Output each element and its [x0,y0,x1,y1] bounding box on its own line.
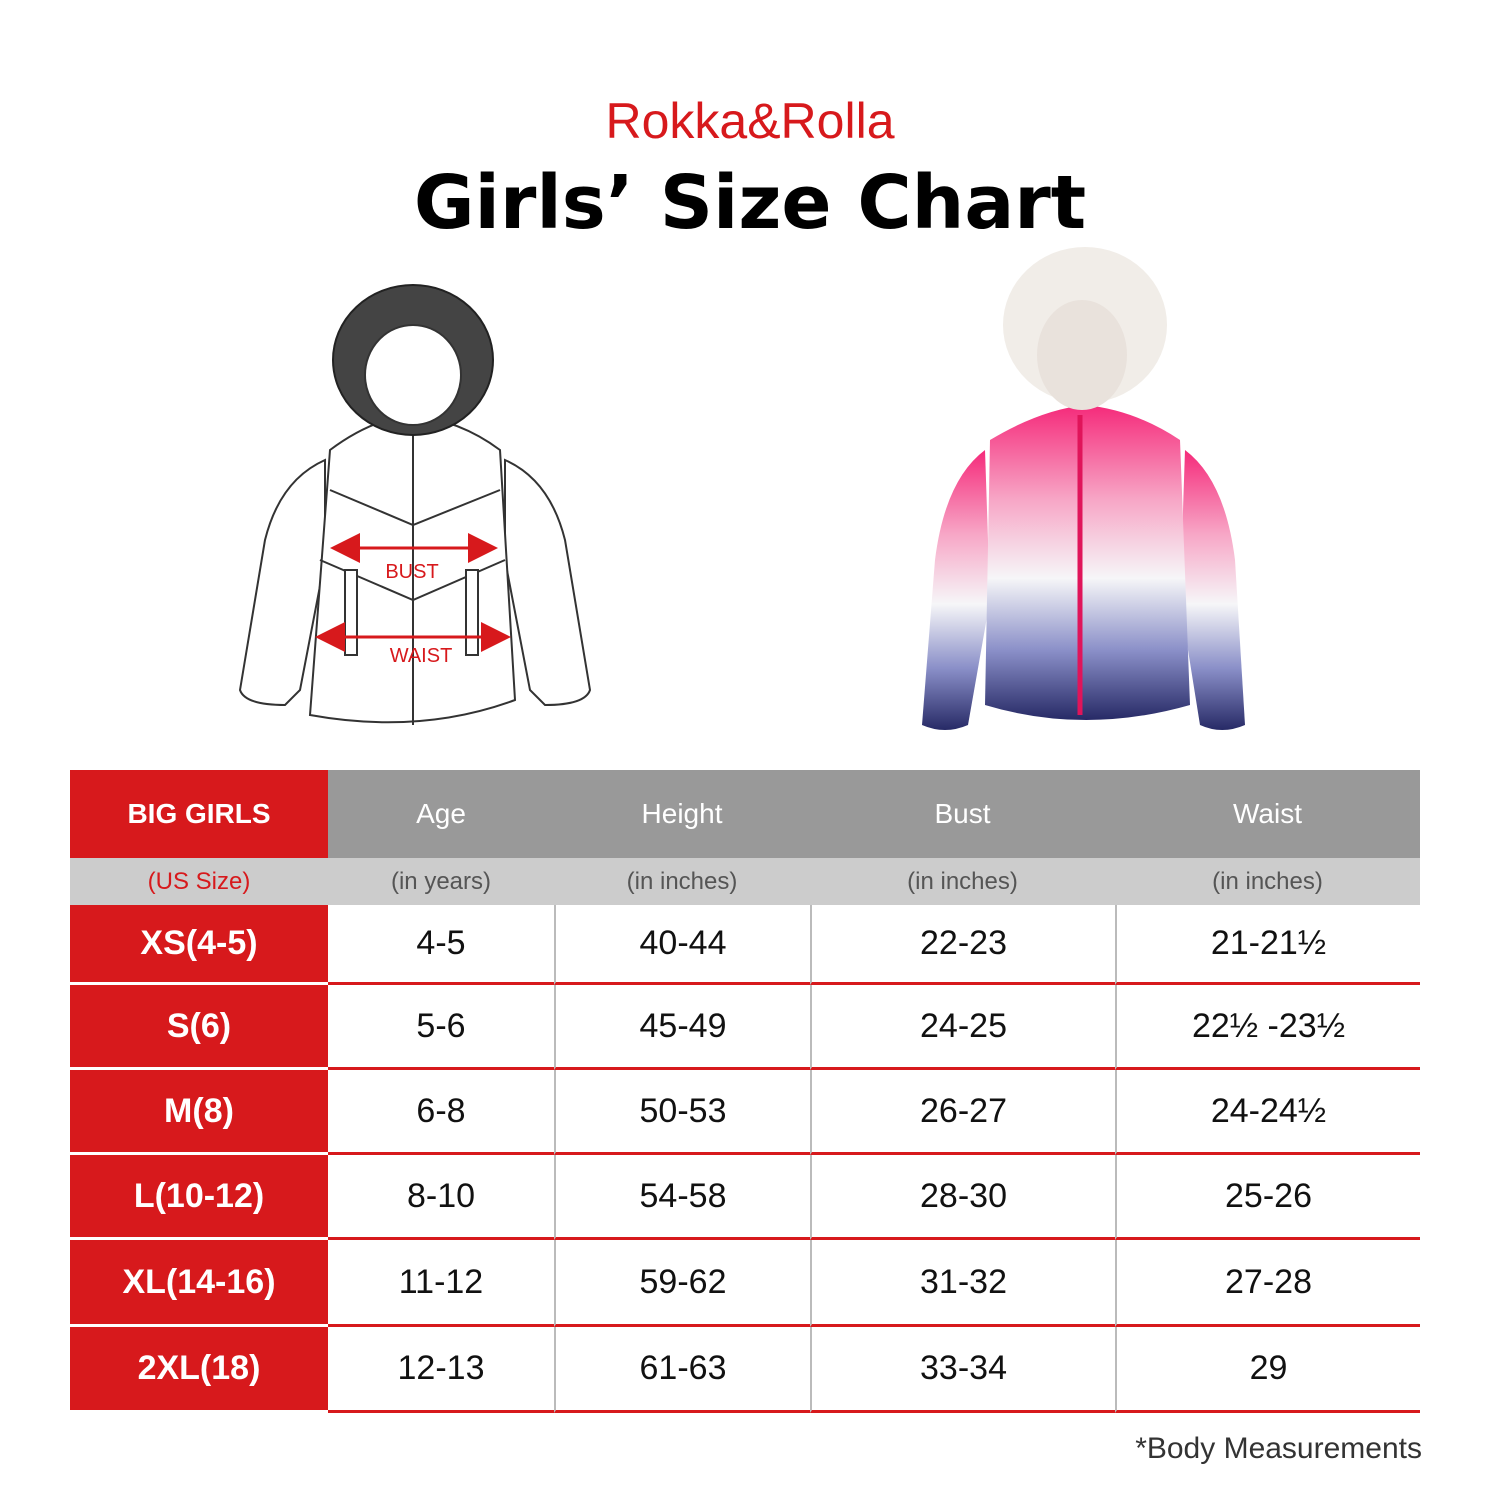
data-cell: 21-21½ [1115,905,1420,985]
size-cell: L(10-12) [70,1155,328,1240]
bust-label: BUST [385,561,438,583]
data-cell: 26-27 [810,1070,1115,1155]
data-cell: 22-23 [810,905,1115,985]
unit-cell: (in inches) [554,858,810,905]
waist-label: WAIST [390,645,453,667]
data-cell: 24-25 [810,985,1115,1070]
data-cell: 50-53 [554,1070,810,1155]
header-cell: Height [554,770,810,858]
unit-cell: (in inches) [810,858,1115,905]
illustrations: BUST WAIST [238,247,1245,730]
data-cell: 8-10 [328,1155,554,1240]
unit-cell: (in inches) [1115,858,1420,905]
header-cell: BIG GIRLS [70,770,328,858]
header-cell: Age [328,770,554,858]
title: Girls’ Size Chart [413,160,1087,246]
data-cell: 5-6 [328,985,554,1070]
header-cell: Waist [1115,770,1420,858]
data-cell: 29 [1115,1327,1420,1413]
data-cell: 61-63 [554,1327,810,1413]
data-cell: 54-58 [554,1155,810,1240]
size-cell: XS(4-5) [70,905,328,985]
data-cell: 59-62 [554,1240,810,1327]
data-cell: 28-30 [810,1155,1115,1240]
data-cell: 25-26 [1115,1155,1420,1240]
data-cell: 6-8 [328,1070,554,1155]
size-cell: S(6) [70,985,328,1070]
header-cell: Bust [810,770,1115,858]
footnote: *Body Measurements [1135,1432,1422,1465]
brand: Rokka&Rolla [605,93,895,149]
data-cell: 4-5 [328,905,554,985]
size-cell: M(8) [70,1070,328,1155]
data-cell: 33-34 [810,1327,1115,1413]
data-cell: 11-12 [328,1240,554,1327]
size-cell: XL(14-16) [70,1240,328,1327]
unit-cell: (in years) [328,858,554,905]
data-cell: 22½ -23½ [1115,985,1420,1070]
data-cell: 24-24½ [1115,1070,1420,1155]
photo-jacket [922,247,1245,730]
data-cell: 12-13 [328,1327,554,1413]
data-cell: 40-44 [554,905,810,985]
size-cell: 2XL(18) [70,1327,328,1413]
data-cell: 27-28 [1115,1240,1420,1327]
data-cell: 31-32 [810,1240,1115,1327]
data-cell: 45-49 [554,985,810,1070]
unit-cell: (US Size) [70,858,328,905]
